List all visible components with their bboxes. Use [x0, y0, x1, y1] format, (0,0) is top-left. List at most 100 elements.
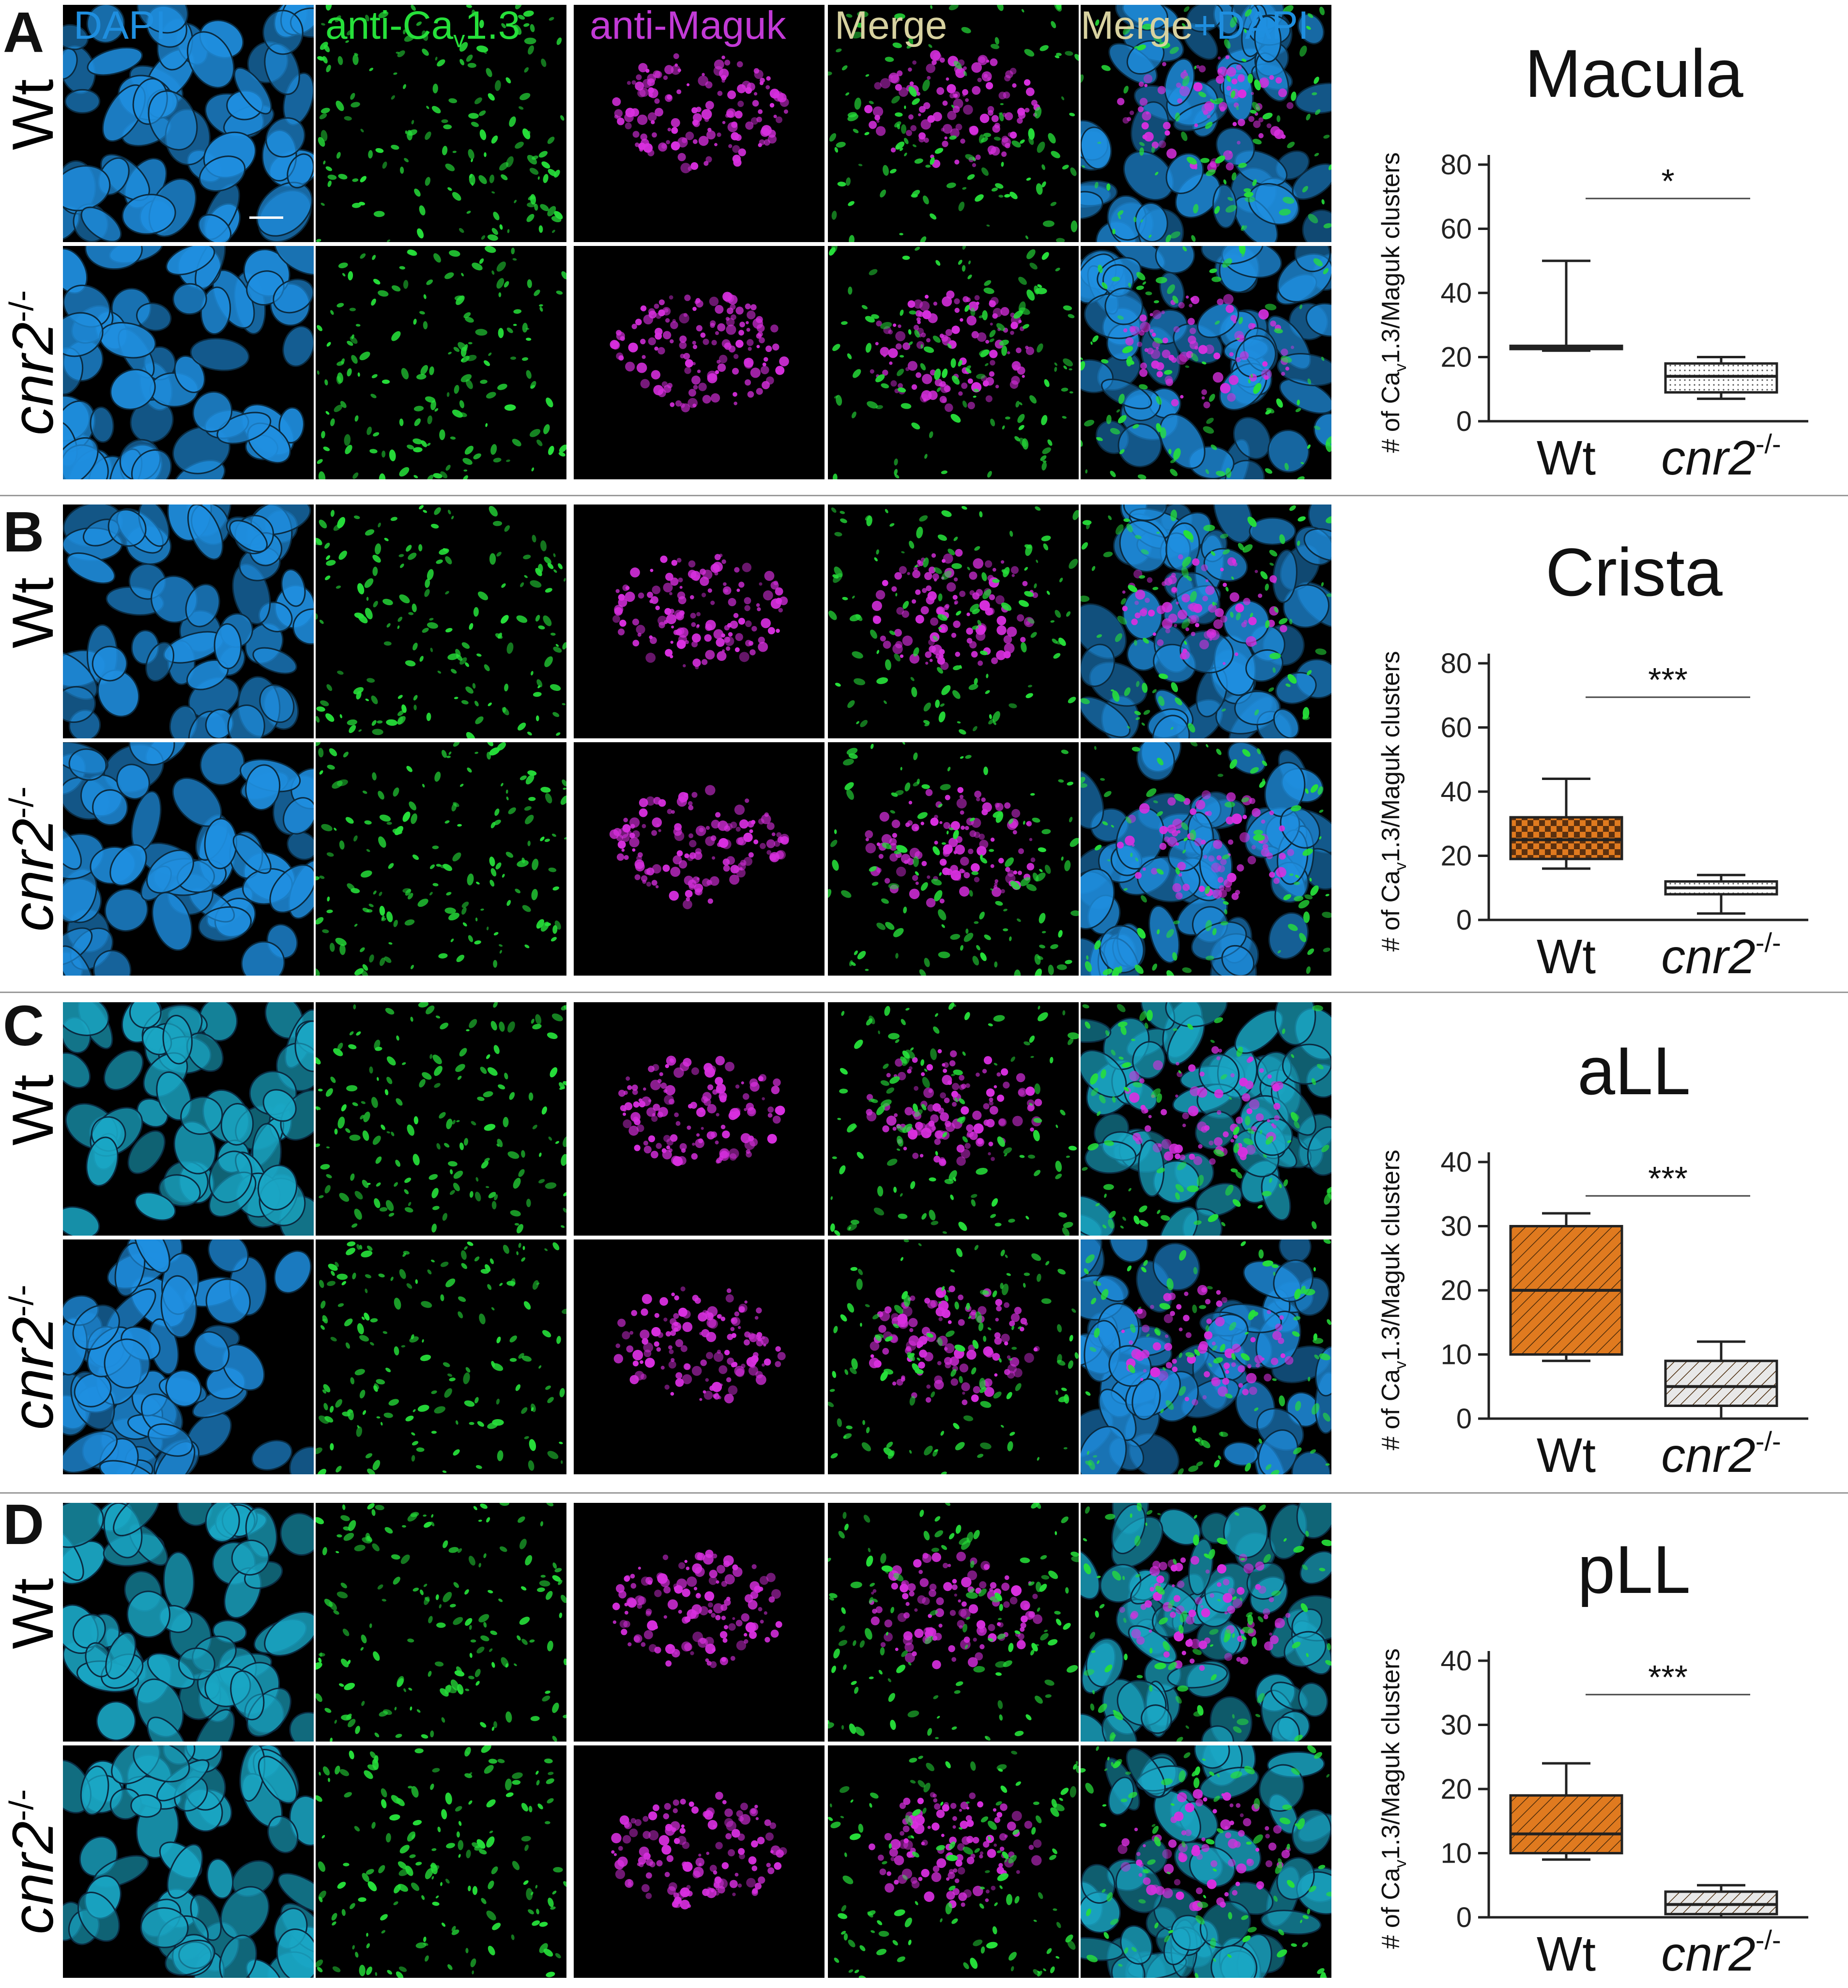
- y-tick-label: 10: [1440, 1339, 1472, 1371]
- scale-bar: [249, 216, 283, 219]
- box-plot-all: aLL 0 10 20 30 40 # of Cav1.3/Maguk clusters Wt…: [1353, 1017, 1837, 1483]
- column-header-cav13: anti-Cav1.3: [325, 6, 520, 51]
- chart-svg: Crista 0 20 40 60 80 # of Cav1.3/Maguk cluster…: [1377, 534, 1808, 984]
- y-tick-label: 0: [1456, 1403, 1472, 1435]
- significance-stars: ***: [1648, 1658, 1688, 1696]
- microscopy-tile: [63, 1002, 314, 1236]
- significance-stars: ***: [1648, 661, 1688, 699]
- column-header-dapi: DAPI: [74, 6, 166, 46]
- y-tick-label: 40: [1440, 1645, 1472, 1677]
- microscopy-tile: [63, 5, 314, 242]
- column-header-text: anti-Ca: [325, 3, 454, 47]
- microscopy-tile: [574, 246, 825, 479]
- significance-stars: *: [1661, 162, 1674, 200]
- row-label-superscript: -/-: [2, 786, 40, 819]
- row-label-gene: cnr2: [0, 322, 65, 435]
- column-header-merge-dapi: Merge+DAPI: [1081, 6, 1309, 46]
- panel-letter-b: B: [3, 500, 45, 564]
- microscopy-tile: [828, 1239, 1079, 1474]
- panel-divider: [0, 1492, 1848, 1494]
- microscopy-tile: [1081, 5, 1331, 242]
- chart-svg: pLL 0 10 20 30 40 # of Cav1.3/Maguk clusters Wt…: [1377, 1531, 1808, 1981]
- y-tick-label: 80: [1440, 648, 1472, 679]
- y-tick-label: 0: [1456, 1902, 1472, 1933]
- column-header-text: Merge: [835, 3, 947, 47]
- panel-letter-a: A: [3, 0, 45, 64]
- panel-letter-c: C: [3, 994, 45, 1058]
- y-tick-label: 80: [1440, 149, 1472, 181]
- microscopy-tile: [574, 1239, 825, 1474]
- box-plot-crista: Crista 0 20 40 60 80 # of Cav1.3/Maguk cluster…: [1353, 518, 1837, 984]
- microscopy-tile: [1081, 1002, 1331, 1236]
- box: [1509, 816, 1623, 860]
- column-header-maguk: anti-Maguk: [590, 6, 786, 46]
- microscopy-tile: [316, 1503, 566, 1742]
- x-category-label: Wt: [1537, 930, 1596, 983]
- y-tick-label: 0: [1456, 904, 1472, 936]
- y-axis-label: # of Cav1.3/Maguk clusters: [1377, 1149, 1410, 1450]
- column-header-sub: v: [453, 27, 465, 53]
- row-label-gene: cnr2: [0, 1316, 65, 1430]
- y-tick-label: 40: [1440, 776, 1472, 808]
- x-category-label: cnr2-/-: [1661, 1925, 1781, 1980]
- row-label-cnr2: cnr2-/-: [0, 1789, 65, 1934]
- box: [1664, 362, 1778, 394]
- y-tick-label: 20: [1440, 1774, 1472, 1805]
- y-tick-label: 60: [1440, 712, 1472, 744]
- microscopy-tile: [574, 742, 825, 976]
- x-category-label: Wt: [1537, 1927, 1596, 1980]
- microscopy-tile: [63, 742, 314, 976]
- y-tick-label: 10: [1440, 1838, 1472, 1869]
- column-header-merge: Merge: [835, 6, 947, 46]
- row-label-superscript: -/-: [2, 1789, 40, 1821]
- microscopy-tile: [63, 1503, 314, 1742]
- y-axis-label: # of Cav1.3/Maguk clusters: [1377, 152, 1410, 453]
- row-label-superscript: -/-: [2, 1284, 40, 1317]
- row-label-wt: Wt: [0, 577, 65, 648]
- microscopy-tile: [1081, 1503, 1331, 1742]
- microscopy-tile: [316, 5, 566, 242]
- box: [1664, 1360, 1778, 1407]
- microscopy-tile: [316, 1239, 566, 1474]
- column-header-text: 1.3: [465, 3, 520, 47]
- microscopy-tile: [1081, 1745, 1331, 1978]
- microscopy-tile: [828, 5, 1079, 242]
- x-category-label: Wt: [1537, 431, 1596, 484]
- microscopy-tile: [316, 742, 566, 976]
- microscopy-tile: [574, 1503, 825, 1742]
- box: [1509, 1794, 1623, 1854]
- row-label-wt: Wt: [0, 1074, 65, 1146]
- y-tick-label: 60: [1440, 214, 1472, 245]
- row-label-wt: Wt: [0, 79, 65, 150]
- column-header-text: +DAPI: [1193, 3, 1309, 47]
- microscopy-tile: [574, 1745, 825, 1978]
- chart-svg: Macula 0 20 40 60 80 # of Cav1.3/Maguk cluster…: [1377, 35, 1808, 485]
- microscopy-tile: [574, 505, 825, 738]
- box-plot-pll: pLL 0 10 20 30 40 # of Cav1.3/Maguk clusters Wt…: [1353, 1515, 1837, 1981]
- microscopy-tile: [316, 505, 566, 738]
- row-label-superscript: -/-: [2, 290, 40, 322]
- row-label-cnr2: cnr2-/-: [0, 290, 65, 435]
- row-label-cnr2: cnr2-/-: [0, 1284, 65, 1430]
- column-header-text: Merge: [1081, 3, 1193, 47]
- microscopy-tile: [828, 1002, 1079, 1236]
- row-label-cnr2: cnr2-/-: [0, 786, 65, 932]
- significance-stars: ***: [1648, 1160, 1688, 1197]
- column-header-text: DAPI: [74, 3, 167, 47]
- chart-svg: aLL 0 10 20 30 40 # of Cav1.3/Maguk clusters Wt…: [1377, 1033, 1808, 1483]
- row-label-gene: cnr2: [0, 1821, 65, 1934]
- y-axis-label: # of Cav1.3/Maguk clusters: [1377, 651, 1410, 951]
- box: [1664, 1890, 1778, 1915]
- microscopy-tile: [828, 1745, 1079, 1978]
- microscopy-tile: [1081, 1239, 1331, 1474]
- microscopy-tile: [1081, 742, 1331, 976]
- panel-divider: [0, 495, 1848, 496]
- microscopy-tile: [828, 505, 1079, 738]
- y-tick-label: 40: [1440, 277, 1472, 309]
- y-tick-label: 40: [1440, 1147, 1472, 1178]
- microscopy-tile: [1081, 246, 1331, 479]
- panel-divider: [0, 992, 1848, 993]
- chart-title: pLL: [1577, 1531, 1691, 1607]
- microscopy-tile: [63, 246, 314, 479]
- row-label-gene: cnr2: [0, 818, 65, 932]
